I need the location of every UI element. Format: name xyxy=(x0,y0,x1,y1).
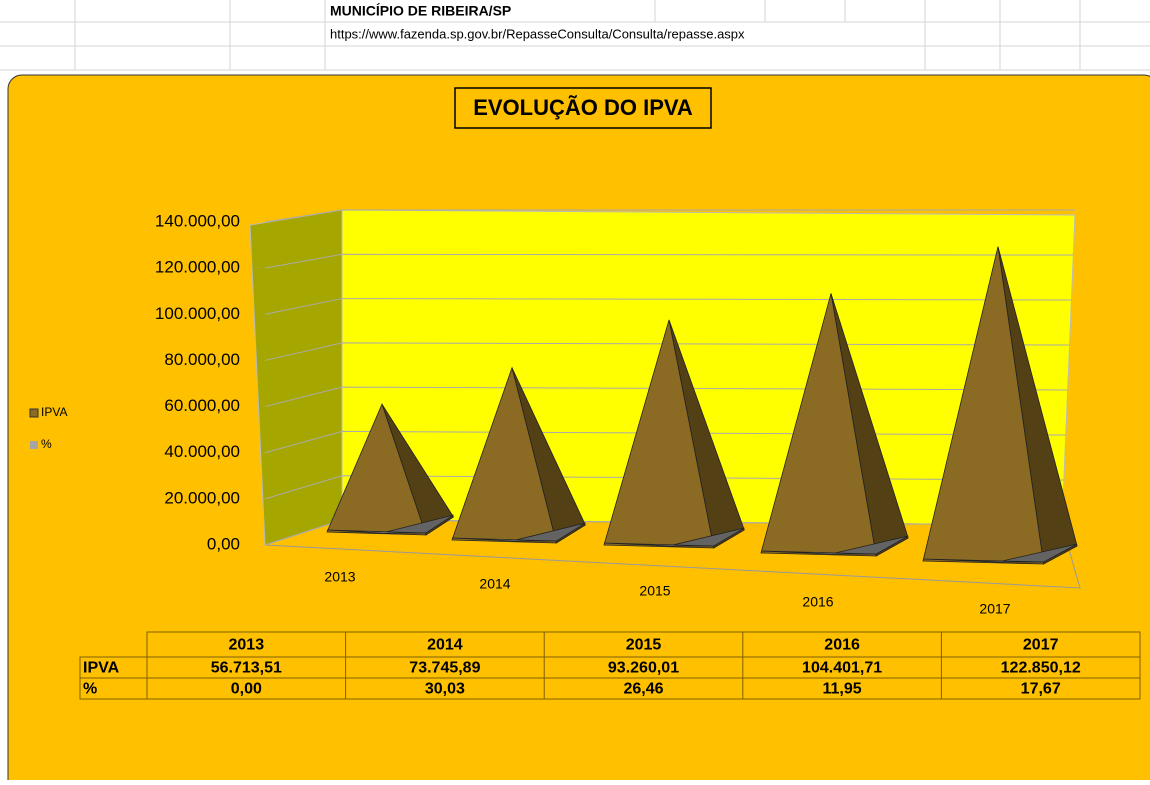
table-cell: 17,67 xyxy=(1021,681,1061,698)
legend-swatch xyxy=(29,408,39,418)
table-header: 2013 xyxy=(229,637,265,654)
y-tick-label: 60.000,00 xyxy=(164,396,240,415)
side-wall xyxy=(249,209,343,546)
y-tick-label: 100.000,00 xyxy=(155,304,240,323)
table-cell: 73.745,89 xyxy=(409,660,480,677)
table-header: 2014 xyxy=(427,637,463,654)
table-cell: 93.260,01 xyxy=(608,660,679,677)
grid-line xyxy=(264,209,1075,223)
table-row-label: IPVA xyxy=(83,660,120,677)
title-box xyxy=(454,87,712,129)
sheet-url: https://www.fazenda.sp.gov.br/RepasseCon… xyxy=(330,26,745,41)
pyramid xyxy=(922,246,1045,565)
table-cell: 11,95 xyxy=(823,681,862,698)
pyramid xyxy=(326,403,427,536)
table-row-label: % xyxy=(83,681,97,698)
table-cell: 56.713,51 xyxy=(211,660,282,677)
grid-line xyxy=(264,298,1072,315)
y-tick-label: 140.000,00 xyxy=(155,211,240,230)
pyramid xyxy=(451,537,557,542)
sheet-grid xyxy=(0,0,1150,71)
x-tick-label: 2017 xyxy=(979,601,1010,617)
x-tick-label: 2016 xyxy=(802,594,833,610)
pyramid xyxy=(760,293,877,557)
chart-title: EVOLUÇÃO DO IPVA xyxy=(473,95,693,120)
y-tick-label: 20.000,00 xyxy=(164,488,240,507)
table-cell: 104.401,71 xyxy=(802,660,882,677)
table-cell: 30,03 xyxy=(425,681,465,698)
legend-label: IPVA xyxy=(41,405,67,419)
y-tick-label: 0,00 xyxy=(207,534,240,553)
y-tick-label: 80.000,00 xyxy=(164,350,240,369)
table-cell: 26,46 xyxy=(623,681,663,698)
x-tick-label: 2013 xyxy=(324,569,355,585)
table-header: 2017 xyxy=(1023,637,1059,654)
sheet-title: MUNICÍPIO DE RIBEIRA/SP xyxy=(330,3,511,19)
pyramid xyxy=(760,550,877,555)
pyramid xyxy=(326,529,427,534)
table-header: 2015 xyxy=(626,637,662,654)
table-header: 2016 xyxy=(824,637,860,654)
pyramid xyxy=(603,542,714,547)
y-tick-label: 40.000,00 xyxy=(164,442,240,461)
pyramid xyxy=(922,558,1044,563)
y-tick-label: 120.000,00 xyxy=(155,258,240,277)
legend-label: % xyxy=(41,437,52,451)
legend-swatch xyxy=(30,441,38,449)
x-tick-label: 2015 xyxy=(639,583,670,599)
pyramid xyxy=(603,319,715,549)
grid-line xyxy=(264,253,1074,269)
table-cell: 0,00 xyxy=(231,681,262,698)
x-tick-label: 2014 xyxy=(479,576,510,592)
pyramid xyxy=(451,366,557,544)
table-cell: 122.850,12 xyxy=(1001,660,1081,677)
